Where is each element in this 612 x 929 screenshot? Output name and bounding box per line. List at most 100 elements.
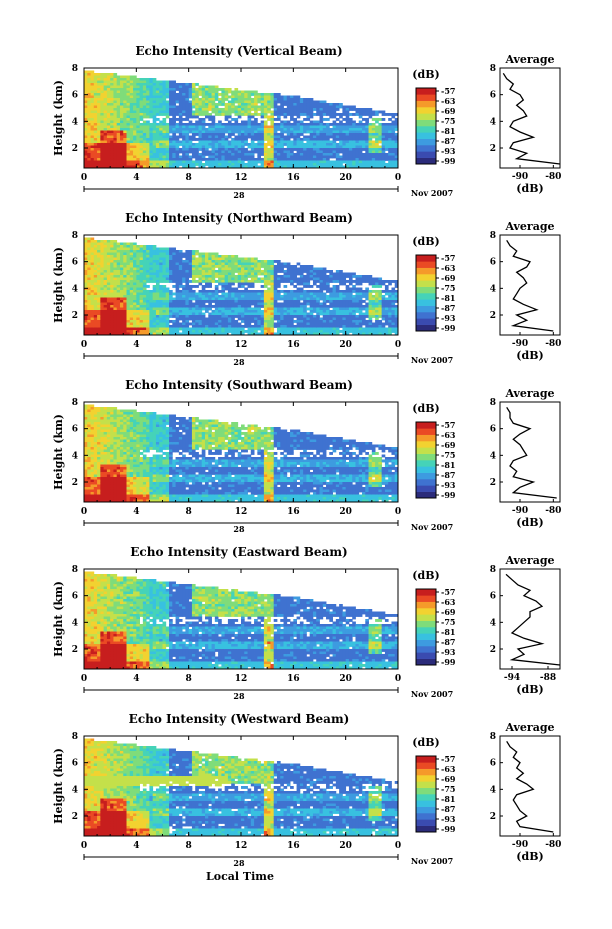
heatmap-cell (146, 155, 150, 159)
heatmap-cell (280, 125, 284, 129)
heatmap-cell (90, 320, 95, 323)
heatmap-cell (87, 85, 91, 89)
heatmap-cell (254, 125, 258, 129)
heatmap-cell (93, 80, 98, 84)
heatmap-cell (237, 305, 242, 308)
heatmap-cell (100, 118, 105, 121)
heatmap-cell (221, 98, 226, 101)
heatmap-cell (378, 118, 383, 121)
heatmap-cell (165, 257, 170, 261)
heatmap-cell (362, 160, 366, 164)
heatmap-cell (237, 115, 242, 119)
heatmap-cell (381, 155, 386, 159)
heatmap-cell (254, 257, 258, 261)
heatmap-cell (237, 265, 242, 268)
heatmap-cell (152, 148, 157, 151)
heatmap-cell (152, 330, 157, 333)
heatmap-cell (293, 160, 297, 164)
heatmap-cell (182, 327, 186, 331)
heatmap-cell (237, 165, 242, 168)
heatmap-cell (97, 135, 101, 139)
heatmap-cell (100, 133, 105, 136)
heatmap-cell (332, 150, 337, 154)
heatmap-cell (159, 135, 163, 139)
heatmap-cell (260, 327, 265, 331)
heatmap-cell (110, 257, 114, 261)
heatmap-cell (195, 128, 199, 131)
heatmap-cell (149, 250, 154, 253)
heatmap-cell (97, 262, 101, 266)
heatmap-cell (211, 312, 216, 316)
heatmap-cell (286, 128, 291, 131)
heatmap-cell (394, 153, 398, 156)
heatmap-cell (185, 138, 190, 141)
heatmap-cell (113, 163, 118, 166)
heatmap-cell (175, 143, 180, 146)
heatmap-cell (296, 115, 301, 119)
heatmap-cell (123, 290, 127, 293)
heatmap-cell (103, 242, 108, 246)
heatmap-cell (234, 123, 239, 126)
heatmap-cell (270, 287, 275, 291)
heatmap-cell (178, 140, 183, 144)
heatmap-cell (126, 78, 131, 81)
heatmap-cell (388, 118, 392, 121)
heatmap-cell (296, 307, 301, 311)
heatmap-cell (293, 270, 297, 273)
heatmap-cell (116, 245, 121, 248)
heatmap-cell (293, 280, 297, 283)
heatmap-cell (126, 153, 131, 156)
heatmap-cell (100, 300, 105, 303)
heatmap-cell (312, 108, 317, 111)
heatmap-cell (129, 130, 134, 134)
heatmap-cell (201, 305, 206, 308)
heatmap-cell (234, 287, 239, 291)
heatmap-cell (260, 310, 265, 313)
heatmap-cell (237, 140, 242, 144)
heatmap-cell (84, 113, 88, 116)
heatmap-cell (270, 130, 275, 134)
heatmap-cell (84, 267, 88, 271)
heatmap-cell (100, 305, 105, 308)
heatmap-cell (113, 135, 118, 139)
heatmap-cell (172, 252, 176, 256)
heatmap-cell (329, 133, 333, 136)
heatmap-cell (332, 153, 337, 156)
heatmap-cell (90, 307, 95, 311)
heatmap-cell (195, 153, 199, 156)
heatmap-cell (116, 317, 121, 321)
heatmap-cell (123, 330, 127, 333)
heatmap-cell (365, 135, 369, 139)
heatmap-cell (348, 155, 353, 159)
heatmap-cell (227, 280, 232, 283)
heatmap-cell (257, 98, 262, 101)
heatmap-cell (296, 272, 301, 276)
heatmap-cell (185, 267, 190, 271)
heatmap-cell (319, 115, 324, 119)
heatmap-cell (97, 95, 101, 99)
heatmap-cell (103, 297, 108, 301)
heatmap-cell (237, 160, 242, 164)
heatmap-cell (221, 155, 226, 159)
heatmap-cell (106, 145, 111, 149)
heatmap-cell (352, 105, 356, 109)
heatmap-cell (257, 280, 262, 283)
heatmap-cell (293, 315, 297, 318)
heatmap-cell (188, 113, 193, 116)
heatmap-cell (208, 270, 212, 273)
heatmap-cell (129, 297, 134, 301)
x-tick-label: 20 (339, 173, 352, 183)
heatmap-cell (247, 322, 252, 326)
heatmap-cell (178, 95, 183, 99)
heatmap-cell (119, 322, 124, 326)
heatmap-cell (254, 315, 258, 318)
heatmap-cell (149, 277, 154, 281)
heatmap-cell (227, 100, 232, 104)
heatmap-cell (142, 138, 147, 141)
heatmap-cell (178, 83, 183, 86)
heatmap-cell (296, 280, 301, 283)
heatmap-cell (290, 327, 294, 331)
heatmap-cell (172, 105, 176, 109)
heatmap-cell (97, 265, 101, 268)
heatmap-cell (123, 163, 127, 166)
